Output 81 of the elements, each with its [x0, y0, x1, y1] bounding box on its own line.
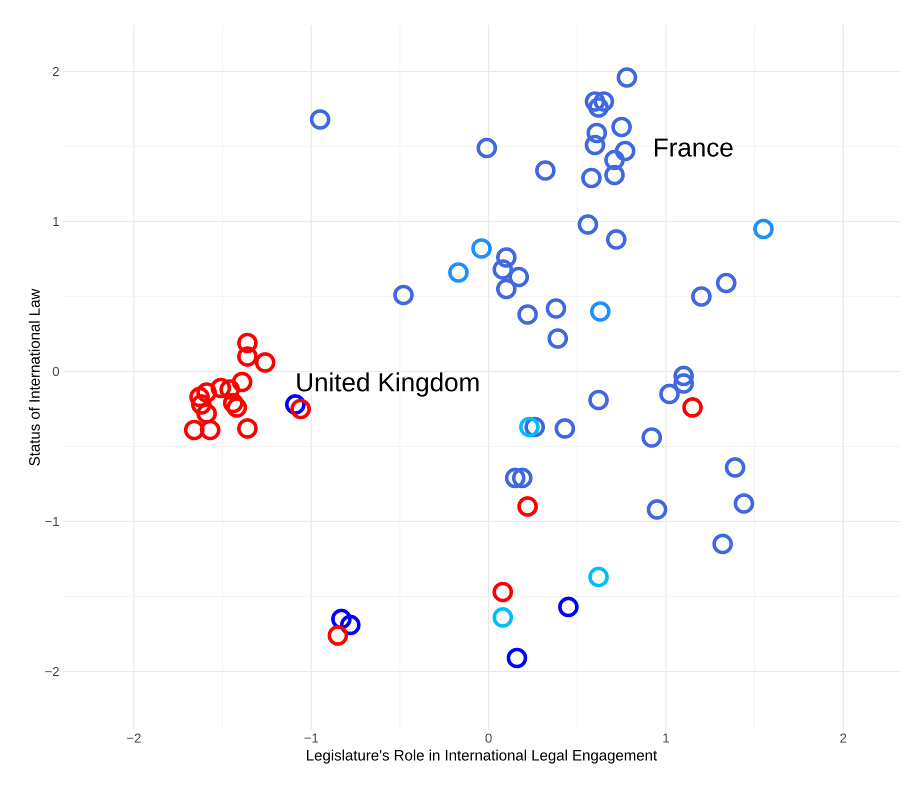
point — [210, 378, 232, 398]
x-tick-label: −2 — [127, 734, 141, 743]
point — [196, 382, 217, 403]
point — [659, 384, 680, 404]
y-tick-label: 1 — [53, 217, 59, 226]
point — [646, 499, 668, 520]
annotation: United Kingdom — [297, 372, 478, 397]
point — [492, 607, 514, 628]
point — [604, 150, 625, 170]
y-tick-label: 2 — [52, 66, 59, 76]
y-tick-label: −2 — [45, 666, 59, 676]
point — [237, 346, 258, 367]
point — [222, 392, 244, 414]
point — [517, 496, 538, 517]
point — [590, 301, 611, 322]
point — [606, 229, 627, 250]
point — [753, 218, 774, 240]
point — [496, 278, 517, 300]
point — [547, 328, 568, 349]
x-axis-title: Legislature's Role in International Legal Engagement — [307, 750, 658, 764]
point — [611, 116, 632, 138]
point — [682, 397, 703, 418]
point — [734, 493, 754, 514]
x-tick-label: 2 — [840, 734, 846, 743]
point — [508, 266, 530, 288]
annotation: France — [654, 138, 733, 157]
point — [189, 386, 210, 408]
point — [219, 379, 240, 400]
point — [588, 97, 609, 118]
point — [614, 140, 636, 162]
point — [604, 164, 625, 186]
point — [393, 284, 414, 306]
point — [476, 138, 498, 158]
y-tick-label: −1 — [45, 517, 59, 526]
point — [581, 168, 602, 188]
point — [196, 403, 217, 424]
point — [588, 390, 609, 410]
x-tick-label: 0 — [485, 734, 492, 743]
point — [504, 468, 526, 488]
point — [184, 420, 205, 440]
point — [584, 134, 606, 156]
point — [641, 427, 662, 448]
point — [616, 67, 638, 88]
point — [226, 397, 248, 418]
point — [691, 286, 712, 307]
point — [506, 648, 528, 668]
point — [471, 238, 492, 259]
y-tick-label: 0 — [52, 366, 59, 376]
point — [290, 398, 311, 420]
point — [191, 394, 212, 415]
y-axis-title: Status of International Law — [28, 288, 40, 466]
point — [519, 416, 540, 438]
point — [310, 109, 330, 130]
point — [588, 566, 609, 588]
point — [586, 122, 608, 144]
point — [594, 91, 614, 112]
x-tick-label: −1 — [304, 734, 318, 742]
point — [578, 214, 598, 235]
point — [237, 418, 258, 439]
point — [328, 625, 348, 646]
point — [546, 298, 566, 319]
point — [492, 582, 514, 602]
point — [448, 262, 469, 283]
point — [535, 160, 556, 181]
point — [558, 596, 579, 618]
point — [232, 372, 252, 392]
point — [724, 457, 746, 478]
point — [517, 304, 538, 325]
point — [716, 272, 737, 294]
point — [496, 247, 517, 268]
point — [584, 91, 606, 112]
point — [512, 468, 533, 488]
point — [254, 352, 276, 373]
point — [712, 534, 733, 554]
point — [673, 366, 694, 386]
point — [554, 418, 576, 439]
point — [200, 420, 220, 440]
point — [673, 373, 694, 394]
point — [237, 332, 258, 354]
x-tick-label: 1 — [663, 734, 669, 742]
point — [492, 259, 514, 280]
